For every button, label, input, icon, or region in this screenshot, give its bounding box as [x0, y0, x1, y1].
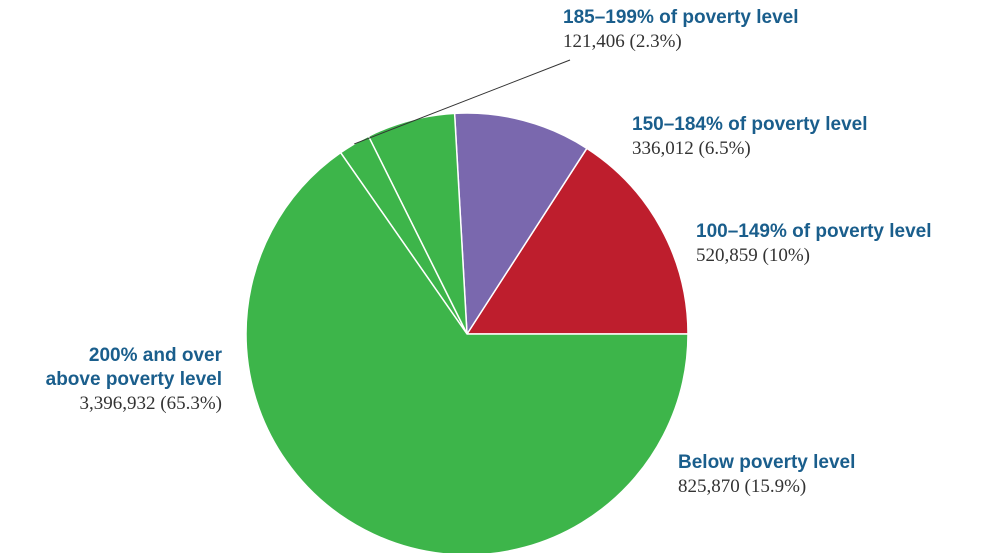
label-group-100-149: 100–149% of poverty level 520,859 (10%) — [696, 220, 932, 268]
slice-below-poverty — [466, 147, 689, 335]
slice-label-100-149: 100–149% of poverty level — [696, 221, 932, 242]
slice-value-100-149: 520,859 (10%) — [696, 245, 810, 266]
slice-value-200-over: 3,396,932 (65.3%) — [79, 393, 222, 414]
slice-label-200-over-line2: above poverty level — [45, 369, 222, 390]
slice-100-149 — [453, 112, 588, 335]
label-group-below-poverty: Below poverty level 825,870 (15.9%) — [678, 451, 855, 499]
label-group-150-184: 150–184% of poverty level 336,012 (6.5%) — [632, 113, 868, 161]
slice-label-200-over-line1: 200% and over — [88, 345, 222, 366]
slice-label-185-199: 185–199% of poverty level — [563, 7, 799, 28]
slice-value-185-199: 121,406 (2.3%) — [563, 31, 682, 52]
slice-label-150-184: 150–184% of poverty level — [632, 114, 868, 135]
slice-200-over — [245, 151, 689, 553]
slice-value-150-184: 336,012 (6.5%) — [632, 138, 751, 159]
label-group-185-199: 185–199% of poverty level 121,406 (2.3%) — [563, 6, 799, 54]
label-group-200-over: 200% and over above poverty level 3,396,… — [46, 344, 222, 416]
slice-value-below-poverty: 825,870 (15.9%) — [678, 476, 807, 497]
leader-line-185-199 — [354, 59, 571, 145]
slice-label-below-poverty: Below poverty level — [678, 452, 856, 473]
